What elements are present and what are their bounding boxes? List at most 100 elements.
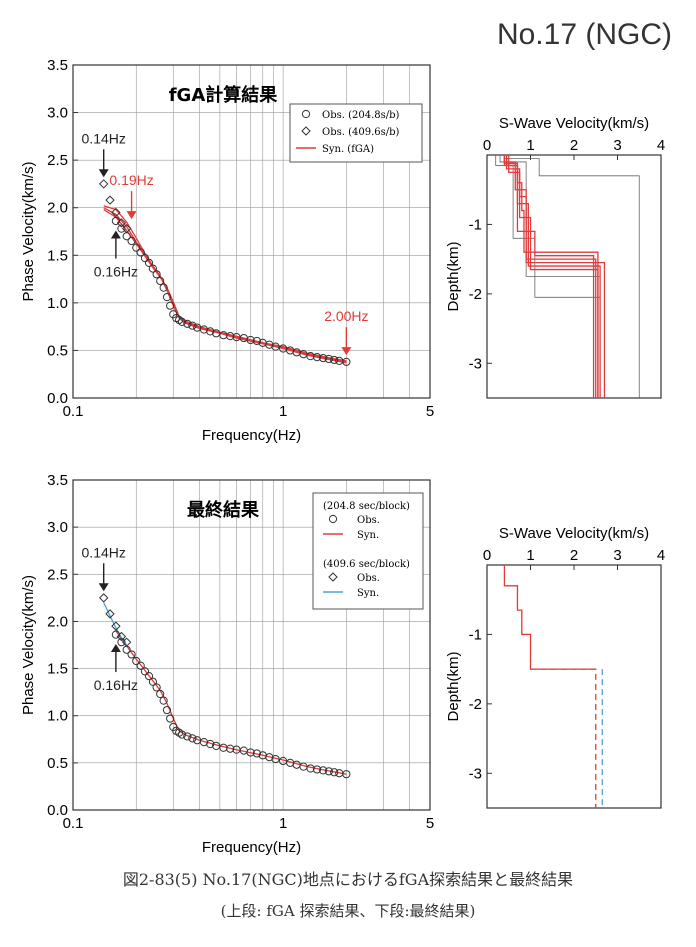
obs-point-circle — [206, 739, 215, 749]
obs-point-circle — [226, 332, 235, 341]
obs-point-circle — [132, 243, 141, 252]
obs-point-circle — [183, 732, 192, 741]
obs-point-circle — [330, 768, 339, 777]
obs-point-circle — [265, 753, 274, 762]
legend-label: Obs. — [357, 515, 380, 526]
obs-point-circle — [183, 319, 192, 328]
y-tick-label: 0.0 — [47, 390, 68, 407]
annotation-label: 0.16Hz — [94, 264, 138, 280]
chart-title: S-Wave Velocity(km/s) — [499, 525, 649, 542]
legend-label: Obs. — [357, 573, 380, 584]
obs-point-circle — [140, 254, 150, 263]
obs-point-circle — [162, 705, 172, 715]
legend-label: Obs. (409.6s/b) — [322, 127, 400, 138]
obs-point-circle — [246, 748, 255, 757]
obs-point-circle — [166, 714, 175, 723]
chart-title: fGA計算結果 — [169, 84, 279, 106]
y-tick-label: 1.0 — [47, 708, 68, 725]
legend-label: Obs. (204.8s/b) — [322, 110, 400, 121]
obs-point-diamond — [105, 195, 115, 205]
obs-point-circle — [136, 248, 145, 257]
obs-point-circle — [342, 357, 351, 366]
annotation-arrowhead — [98, 169, 109, 178]
legend-diamond-icon — [301, 126, 311, 136]
obs-point-circle — [188, 734, 197, 743]
legend-group-header: (409.6 sec/block) — [323, 559, 410, 570]
figure-caption: 図2-83(5) No.17(NGC)地点におけるfGA探索結果と最終結果 — [122, 870, 574, 889]
y-tick-label: 2.0 — [47, 200, 68, 217]
obs-point-diamond — [111, 207, 121, 218]
vs-profile-line-dashed — [530, 668, 597, 808]
obs-point-circle — [306, 352, 315, 361]
x-tick-label: 1 — [526, 137, 534, 154]
obs-point-circle — [159, 696, 168, 705]
x-tick-label: 1 — [526, 547, 534, 564]
obs-point-circle — [212, 329, 221, 338]
y-axis-label: Depth(km) — [445, 241, 462, 311]
x-tick-label: 2 — [570, 137, 578, 154]
obs-point-circle — [319, 353, 328, 363]
obs-point-circle — [117, 638, 126, 647]
obs-point-diamond — [121, 637, 132, 647]
y-tick-label: 1.5 — [47, 247, 68, 264]
y-tick-label: 3.5 — [47, 57, 68, 74]
syn-line — [103, 205, 347, 364]
legend-circle-icon — [328, 514, 338, 524]
obs-point-diamond — [121, 223, 132, 234]
x-tick-label: 0 — [483, 137, 491, 154]
legend-box — [312, 492, 424, 610]
x-tick-label: 0 — [483, 547, 491, 564]
obs-point-circle — [148, 264, 157, 273]
y-axis-label: Phase Velocity(km/s) — [20, 161, 37, 301]
x-tick-label: 4 — [657, 547, 665, 564]
vs-profile-chart-2: 0 1 2 3 4 -1 -2 -3 S-Wave Velocity(km/s) Depth(km… — [445, 525, 665, 809]
x-tick-label: 4 — [657, 137, 665, 154]
x-tick-label: 1 — [279, 815, 287, 832]
y-tick-label: -1 — [469, 216, 482, 233]
y-tick-label: -3 — [469, 765, 482, 782]
obs-point-circle — [312, 765, 322, 774]
x-tick-label: 5 — [426, 815, 434, 832]
obs-point-circle — [162, 293, 172, 302]
annotation-arrowhead — [341, 347, 352, 356]
obs-point-circle — [136, 661, 145, 670]
plot-frame — [486, 564, 662, 809]
page-title: No.17 (NGC) — [496, 18, 672, 51]
legend-group-header: (204.8 sec/block) — [323, 501, 410, 512]
dispersion-chart-1: 0.0 0.5 1.0 1.5 2.0 2.5 3.0 3.5 0.1 1 5 Frequency(H… — [20, 57, 434, 444]
vs-profile-line — [503, 565, 596, 670]
obs-point-circle — [127, 650, 136, 659]
y-tick-label: 2.5 — [47, 566, 68, 583]
annotation-label: 0.14Hz — [82, 130, 126, 146]
obs-point-circle — [148, 677, 157, 686]
y-tick-label: 0.0 — [47, 802, 68, 819]
vs-profile-chart-1: 0 1 2 3 4 -1 -2 -3 S-Wave Velocity(km/s) Depth(km… — [445, 115, 665, 399]
obs-point-circle — [166, 301, 175, 310]
y-tick-label: 2.0 — [47, 613, 68, 630]
y-axis-label: Depth(km) — [445, 651, 462, 721]
chart-title: S-Wave Velocity(km/s) — [499, 115, 649, 132]
obs-point-circle — [306, 764, 315, 773]
obs-point-circle — [140, 667, 150, 676]
y-tick-label: -2 — [469, 286, 482, 303]
annotation-arrowhead — [110, 644, 121, 653]
x-tick-label: 3 — [613, 547, 621, 564]
annotation-arrowhead — [110, 230, 121, 239]
figure-subcaption: (上段: fGA 探索結果、下段:最終結果) — [220, 902, 476, 920]
obs-point-circle — [252, 336, 261, 346]
y-tick-label: 3.0 — [47, 519, 68, 536]
legend-label: Syn. (fGA) — [322, 144, 374, 155]
obs-point-circle — [132, 656, 141, 666]
y-tick-label: 3.0 — [47, 105, 68, 122]
y-tick-label: 1.0 — [47, 295, 68, 312]
y-tick-label: 0.5 — [47, 755, 68, 772]
x-tick-label: 2 — [570, 547, 578, 564]
y-tick-label: -1 — [469, 626, 482, 643]
obs-point-circle — [156, 689, 165, 699]
vs-profile-line — [503, 155, 595, 398]
obs-point-circle — [144, 672, 154, 681]
legend-circle-icon — [301, 109, 311, 119]
legend-label: Syn. — [357, 588, 379, 599]
legend-box — [289, 103, 423, 163]
